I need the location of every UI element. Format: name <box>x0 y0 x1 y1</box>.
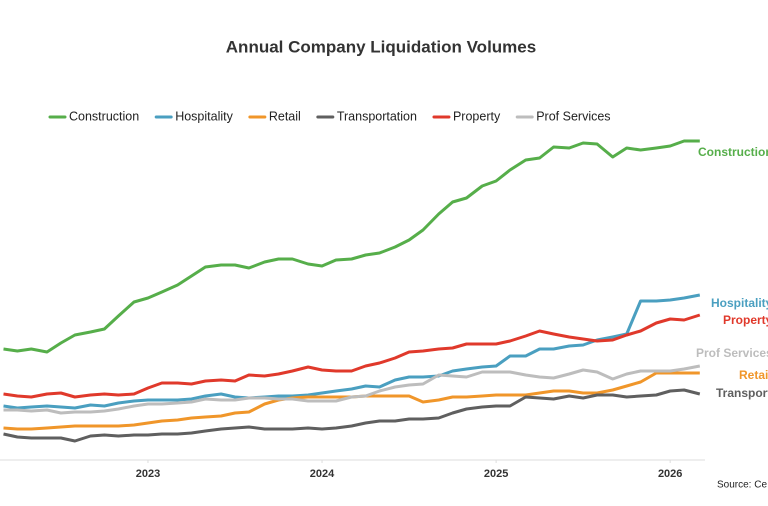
series-line <box>3 364 701 415</box>
legend-label: Prof Services <box>536 109 610 123</box>
series-line <box>3 313 701 399</box>
x-tick-label: 2023 <box>136 468 160 480</box>
end-label: Transportation <box>716 386 768 400</box>
series-line <box>3 388 701 443</box>
legend-label: Transportation <box>337 109 417 123</box>
legend-label: Retail <box>269 109 301 123</box>
legend-label: Construction <box>69 109 139 123</box>
end-label: Prof Services <box>696 346 768 360</box>
series-line <box>3 139 700 354</box>
x-tick-label: 2026 <box>658 468 682 480</box>
chart-title: Annual Company Liquidation Volumes <box>226 37 536 56</box>
series-line <box>3 293 701 410</box>
end-label: Property <box>723 313 768 327</box>
source: Source: Ce <box>717 480 767 491</box>
x-tick-label: 2024 <box>310 468 335 480</box>
end-label: Construction <box>698 145 768 159</box>
end-label: Retail <box>739 368 768 382</box>
legend-label: Property <box>453 109 501 123</box>
x-tick-label: 2025 <box>484 468 508 480</box>
series-line <box>3 371 700 431</box>
end-label: Hospitality <box>711 296 768 310</box>
legend-label: Hospitality <box>175 109 233 123</box>
